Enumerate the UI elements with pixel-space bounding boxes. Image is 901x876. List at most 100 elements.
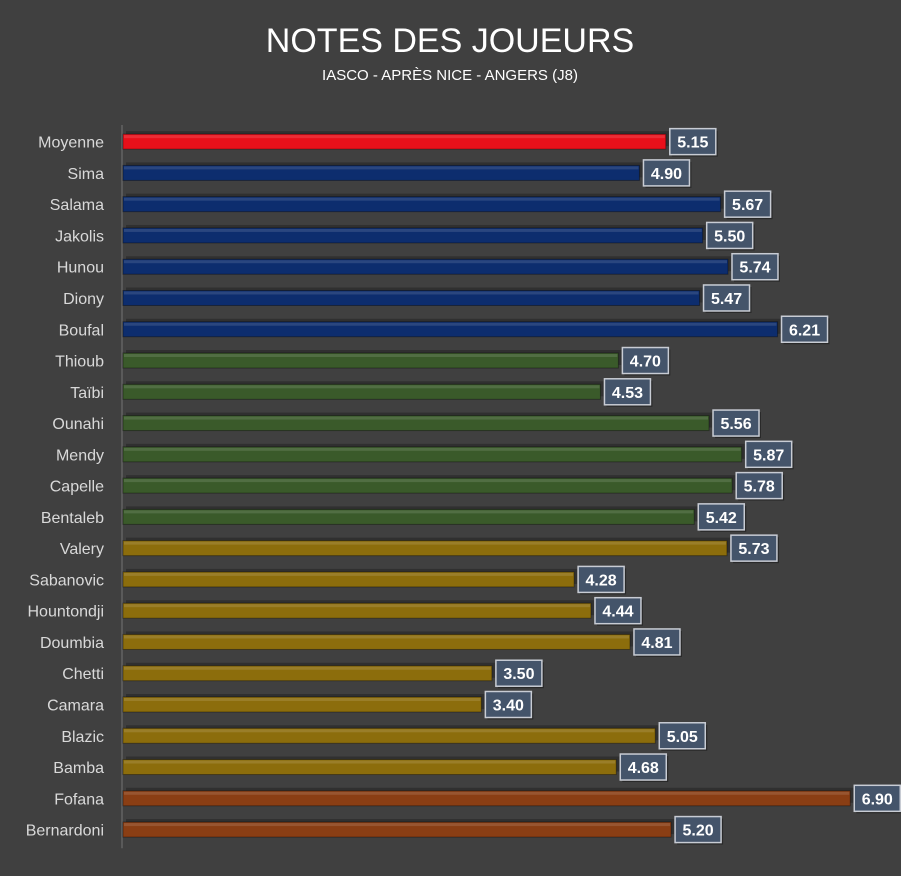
bar-sheen — [124, 760, 616, 764]
value-label: 5.50 — [714, 228, 745, 245]
category-label: Sabanovic — [29, 572, 104, 589]
bar — [122, 477, 733, 494]
value-label-box — [603, 378, 652, 406]
bar — [122, 133, 667, 150]
bar-sheen — [124, 385, 600, 389]
value-label-box — [697, 503, 746, 531]
bar — [122, 571, 575, 588]
value-label: 4.68 — [628, 760, 659, 777]
value-label-box — [705, 221, 754, 250]
value-label-box — [744, 440, 793, 469]
bar — [122, 696, 482, 713]
category-label: Camara — [47, 697, 104, 714]
category-label: Moyenne — [38, 135, 104, 152]
category-label: Chetti — [62, 666, 104, 683]
category-label: Hountondji — [28, 604, 105, 621]
bar — [122, 633, 631, 650]
bars-layer — [122, 131, 854, 838]
bar-sheen — [124, 823, 671, 827]
value-label: 5.78 — [744, 479, 775, 496]
category-label: Fofana — [54, 791, 104, 808]
bar — [122, 602, 592, 619]
category-label: Salama — [50, 197, 104, 214]
bar-sheen — [124, 322, 777, 326]
bar-sheen — [124, 166, 639, 170]
value-label: 4.28 — [586, 572, 617, 589]
value-label: 5.20 — [683, 823, 714, 840]
category-label: Bernardoni — [26, 823, 104, 840]
bar-sheen — [124, 666, 491, 670]
bar — [122, 383, 601, 400]
value-label-box — [633, 628, 681, 656]
value-label: 4.53 — [612, 385, 643, 402]
category-label: Blazic — [61, 729, 104, 746]
bar-sheen — [124, 697, 481, 701]
bar-sheen — [124, 291, 699, 295]
value-label: 4.90 — [651, 166, 682, 183]
value-label-box — [642, 159, 691, 187]
bar — [122, 665, 493, 682]
category-label: Capelle — [50, 479, 104, 496]
value-label-box — [853, 784, 901, 813]
bar-sheen — [124, 197, 720, 201]
category-label: Ounahi — [52, 416, 104, 433]
value-label-box — [712, 409, 760, 437]
bar — [122, 352, 619, 369]
value-label-box — [621, 346, 670, 375]
value-label-box — [658, 722, 707, 750]
value-labels: 5.15 4.90 5.67 5.50 5.74 5.47 6.21 4.70 4.53 5.56… — [484, 127, 901, 845]
bar-sheen — [124, 228, 702, 232]
category-label: Valery — [60, 541, 104, 558]
bar-sheen — [124, 479, 732, 483]
bar-sheen — [124, 510, 694, 514]
category-label: Mendy — [56, 447, 104, 464]
value-label: 5.73 — [738, 541, 769, 558]
bar-sheen — [124, 635, 629, 639]
value-label-box — [577, 565, 625, 594]
bar — [122, 727, 656, 744]
value-label: 6.90 — [862, 791, 893, 808]
bar — [122, 196, 722, 213]
bar-sheen — [124, 541, 726, 545]
category-label: Bentaleb — [41, 510, 104, 527]
category-label: Sima — [68, 166, 105, 183]
value-label: 5.05 — [667, 729, 698, 746]
bar — [122, 258, 729, 275]
bar — [122, 821, 672, 838]
bar — [122, 289, 701, 306]
value-label-box — [702, 284, 751, 312]
bar — [122, 790, 851, 807]
value-label: 5.67 — [732, 197, 763, 214]
bar-sheen — [124, 416, 709, 420]
value-label: 5.56 — [720, 416, 751, 433]
bar — [122, 227, 704, 244]
value-label: 4.81 — [641, 635, 672, 652]
category-labels: Moyenne Sima Salama Jakolis Hunou Diony Boufal… — [26, 135, 104, 840]
category-label: Hunou — [57, 260, 104, 277]
value-label-box — [619, 753, 668, 781]
category-label: Boufal — [59, 322, 104, 339]
bar — [122, 508, 695, 525]
value-label-box — [730, 534, 778, 562]
bar — [122, 540, 728, 557]
bar-sheen — [124, 729, 655, 733]
bar — [122, 164, 640, 181]
value-label-box — [735, 471, 783, 500]
value-label-box — [495, 659, 543, 687]
category-label: Bamba — [53, 760, 104, 777]
value-label-box — [731, 252, 779, 281]
value-label: 3.50 — [503, 666, 534, 683]
value-label: 3.40 — [493, 697, 524, 714]
bar-sheen — [124, 447, 741, 451]
bar-sheen — [124, 354, 618, 358]
value-label: 5.42 — [706, 510, 737, 527]
category-label: Jakolis — [55, 228, 104, 245]
bar-sheen — [124, 135, 665, 139]
value-label-box — [594, 596, 642, 625]
value-label: 4.70 — [630, 354, 661, 371]
value-label-box — [780, 315, 829, 344]
value-label: 5.74 — [739, 260, 770, 277]
bar-sheen — [124, 791, 850, 795]
value-label-box — [484, 690, 533, 719]
